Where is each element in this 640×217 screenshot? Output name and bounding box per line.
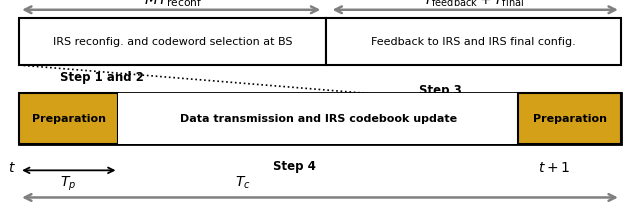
Text: $MT_{\rm reconf}$: $MT_{\rm reconf}$ xyxy=(143,0,202,9)
Text: Preparation: Preparation xyxy=(532,114,607,124)
Bar xyxy=(326,18,621,65)
Text: $T_{\rm feedback}+T_{\rm final}$: $T_{\rm feedback}+T_{\rm final}$ xyxy=(423,0,524,9)
Bar xyxy=(19,93,621,144)
Text: IRS reconfig. and codeword selection at BS: IRS reconfig. and codeword selection at … xyxy=(53,37,292,47)
Bar xyxy=(518,93,621,144)
Text: $t+1$: $t+1$ xyxy=(538,161,570,175)
Text: Data transmission and IRS codebook update: Data transmission and IRS codebook updat… xyxy=(180,114,457,124)
Bar xyxy=(118,93,518,144)
Text: Step 4: Step 4 xyxy=(273,159,316,173)
Text: Step 3: Step 3 xyxy=(419,84,462,97)
Text: Step 1 and 2: Step 1 and 2 xyxy=(60,71,145,84)
Bar xyxy=(19,18,326,65)
Text: $t$: $t$ xyxy=(8,161,16,175)
Bar xyxy=(19,93,118,144)
Text: Feedback to IRS and IRS final config.: Feedback to IRS and IRS final config. xyxy=(371,37,576,47)
Text: $T_p$: $T_p$ xyxy=(60,174,77,192)
Text: $T_c$: $T_c$ xyxy=(236,174,251,191)
Text: Preparation: Preparation xyxy=(32,114,106,124)
